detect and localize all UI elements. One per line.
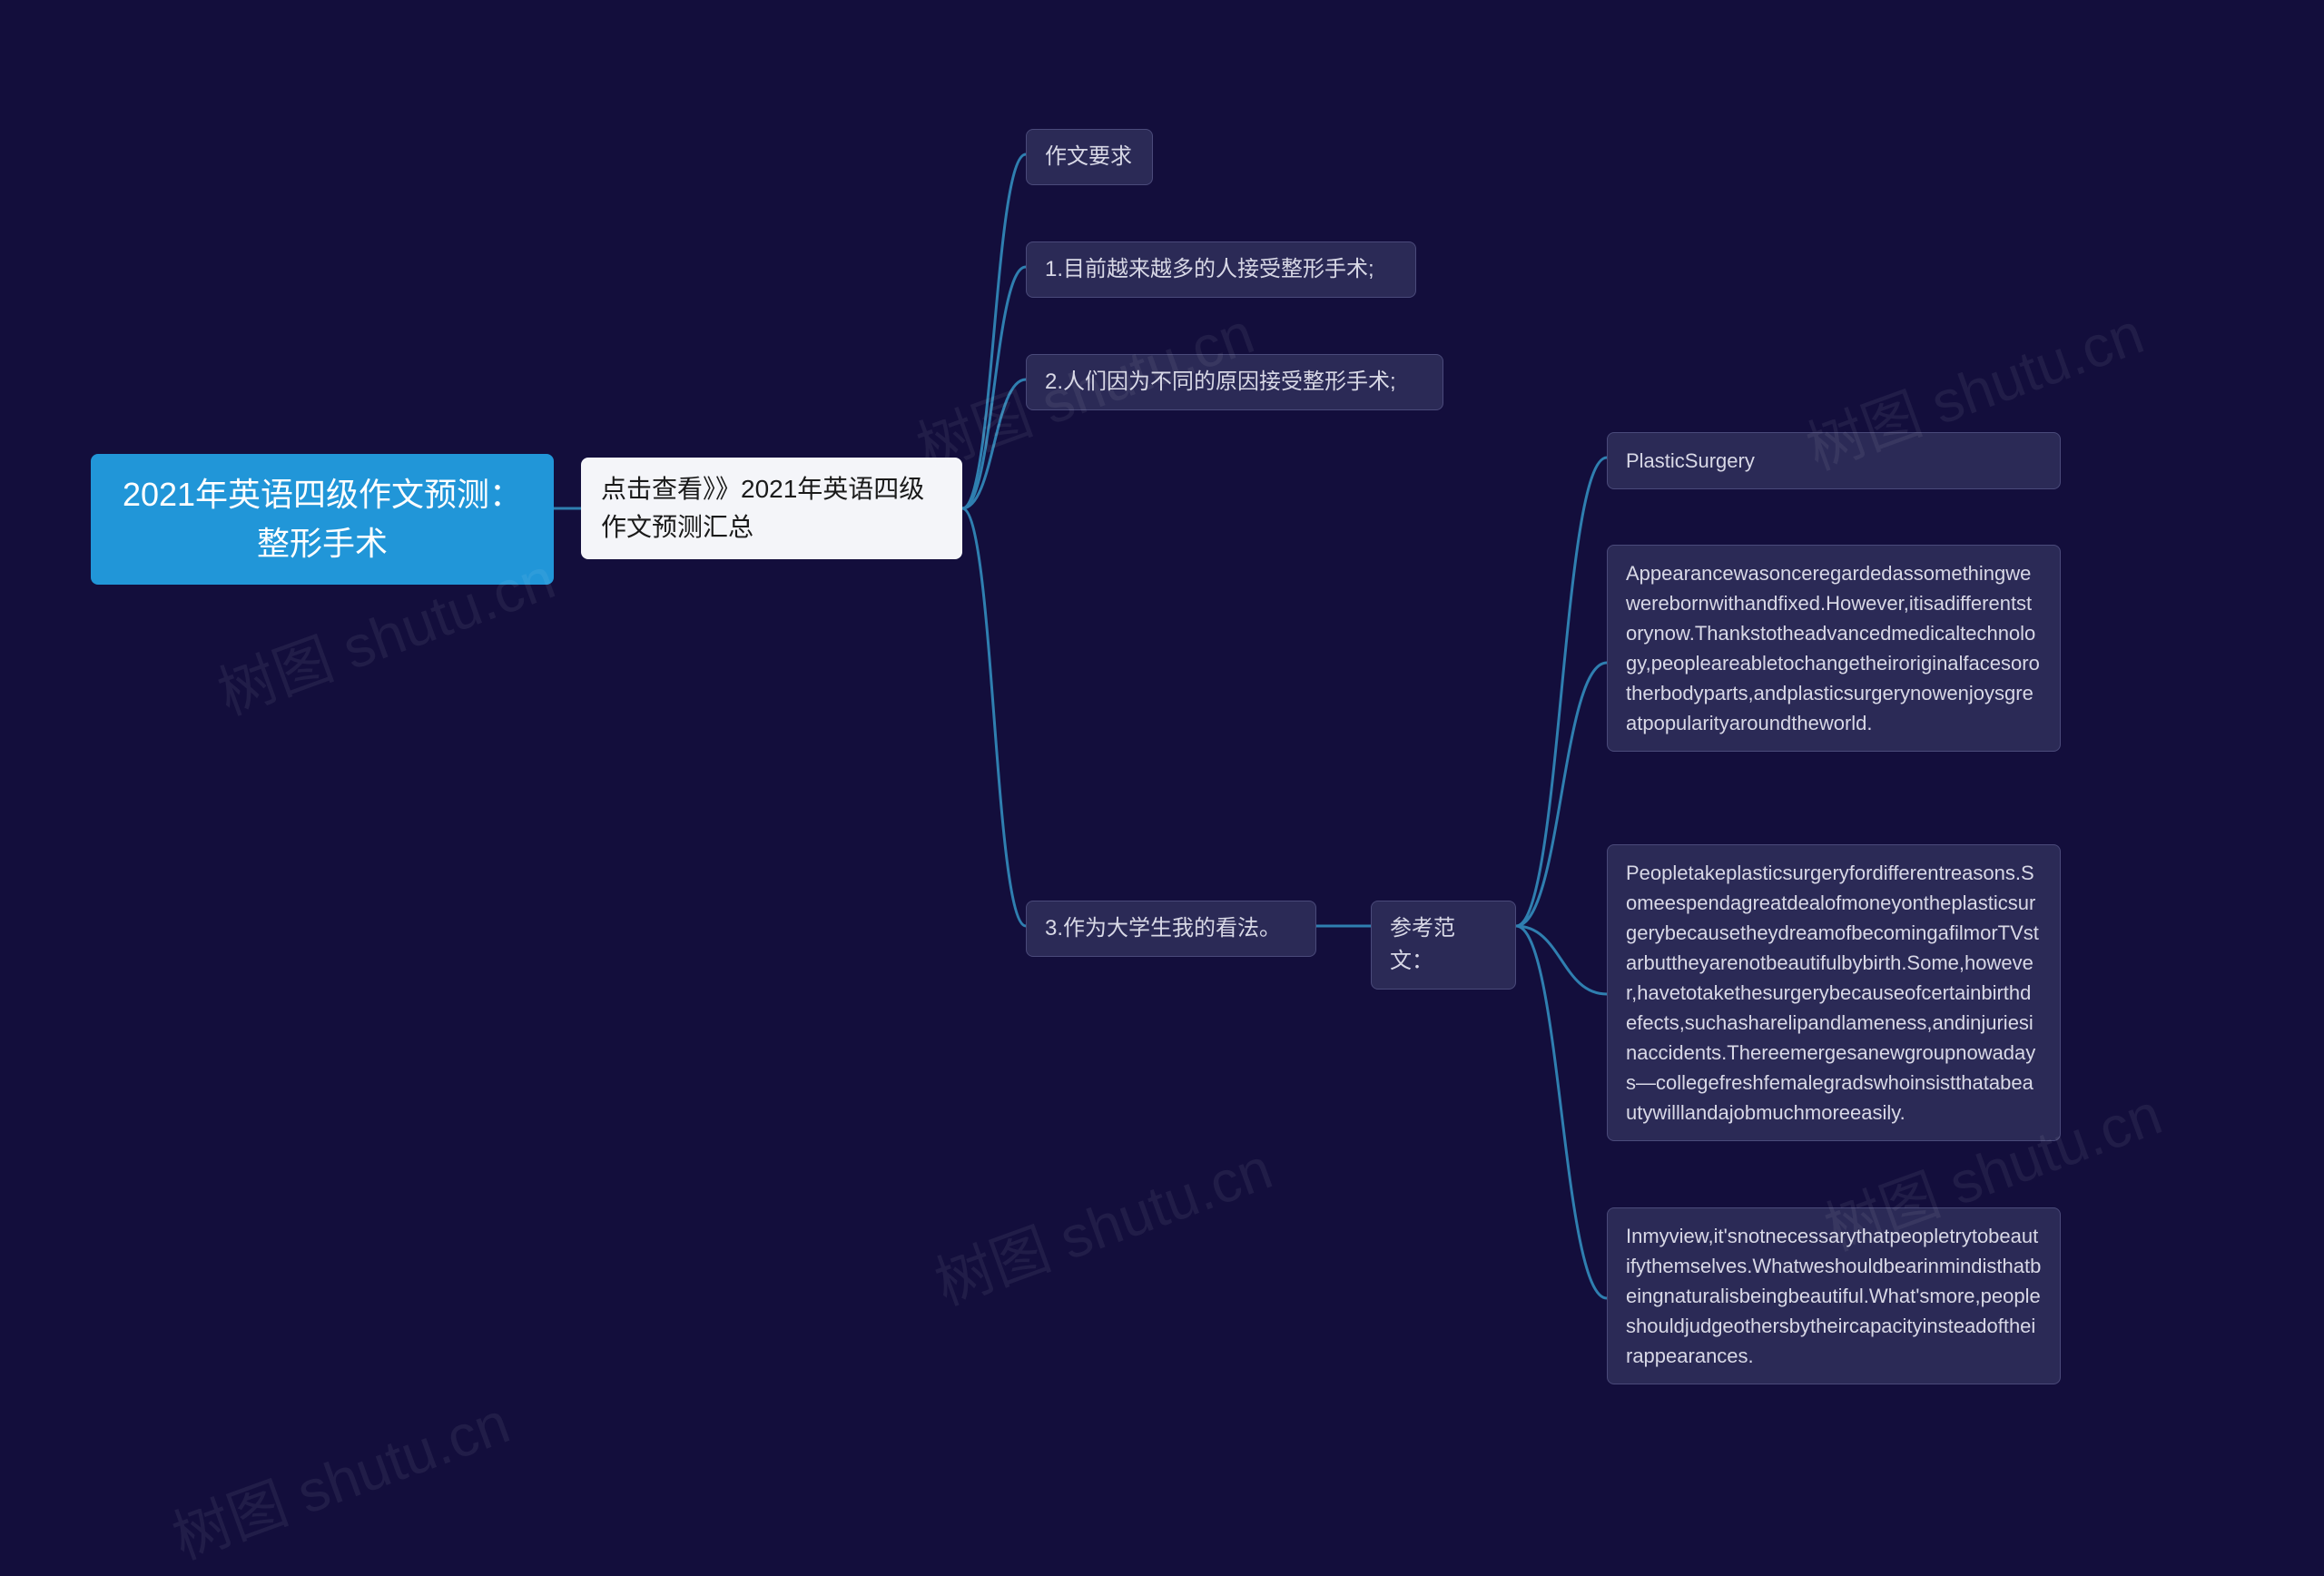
connector-line	[1516, 926, 1607, 994]
leaf-text: Inmyview,it'snotnecessarythatpeopletryto…	[1626, 1225, 2041, 1367]
branch-label: 2.人们因为不同的原因接受整形手术;	[1045, 369, 1396, 394]
branch-label: 1.目前越来越多的人接受整形手术;	[1045, 257, 1374, 281]
branch-sample[interactable]: 参考范文：	[1371, 901, 1516, 990]
leaf-text: Peopletakeplasticsurgeryfordifferentreas…	[1626, 862, 2039, 1124]
watermark: 树图 shutu.cn	[922, 1122, 1282, 1321]
branch-label: 作文要求	[1045, 144, 1132, 169]
branch-point1[interactable]: 1.目前越来越多的人接受整形手术;	[1026, 241, 1416, 298]
leaf-text: PlasticSurgery	[1626, 449, 1755, 472]
branch-label: 参考范文：	[1390, 916, 1455, 973]
leaf-para2[interactable]: Peopletakeplasticsurgeryfordifferentreas…	[1607, 844, 2061, 1141]
connector-line	[962, 154, 1026, 508]
leaf-text: Appearancewasonceregardedassomethingwewe…	[1626, 562, 2040, 734]
branch-point3[interactable]: 3.作为大学生我的看法。	[1026, 901, 1316, 957]
connector-line	[1516, 926, 1607, 1298]
mindmap-level1[interactable]: 点击查看》》2021年英语四级作文预测汇总	[581, 458, 962, 559]
connector-line	[1516, 663, 1607, 926]
connector-line	[962, 267, 1026, 508]
branch-requirements[interactable]: 作文要求	[1026, 129, 1153, 185]
branch-label: 3.作为大学生我的看法。	[1045, 916, 1281, 941]
mindmap-root[interactable]: 2021年英语四级作文预测：整形手术	[91, 454, 554, 585]
leaf-para3[interactable]: Inmyview,it'snotnecessarythatpeopletryto…	[1607, 1207, 2061, 1384]
leaf-para1[interactable]: Appearancewasonceregardedassomethingwewe…	[1607, 545, 2061, 752]
watermark: 树图 shutu.cn	[160, 1376, 519, 1575]
branch-point2[interactable]: 2.人们因为不同的原因接受整形手术;	[1026, 354, 1443, 410]
root-label: 2021年英语四级作文预测：整形手术	[123, 476, 522, 562]
connector-line	[1516, 458, 1607, 926]
connector-line	[962, 508, 1026, 926]
connector-line	[962, 379, 1026, 508]
leaf-title[interactable]: PlasticSurgery	[1607, 432, 2061, 489]
level1-label: 点击查看》》2021年英语四级作文预测汇总	[601, 475, 924, 541]
